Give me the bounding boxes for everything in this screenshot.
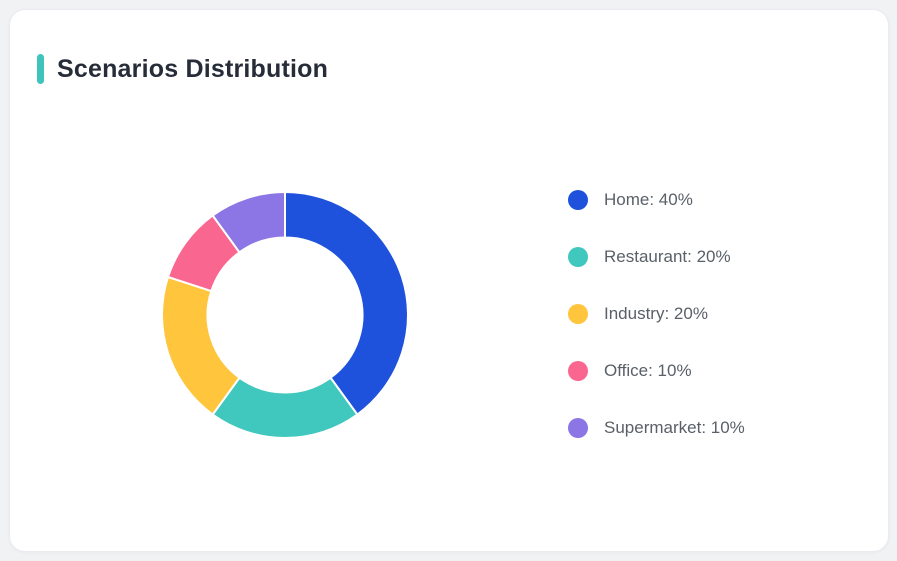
- legend-dot-industry: [568, 304, 588, 324]
- chart-area: Home: 40% Restaurant: 20% Industry: 20% …: [10, 10, 888, 551]
- page-title: Scenarios Distribution: [57, 54, 329, 83]
- donut-segment-home[interactable]: [284, 190, 409, 416]
- legend-item-supermarket[interactable]: Supermarket: 10%: [568, 418, 745, 438]
- legend-item-restaurant[interactable]: Restaurant: 20%: [568, 247, 745, 267]
- donut-chart-svg: [161, 190, 409, 439]
- legend-dot-home: [568, 190, 588, 210]
- legend-dot-restaurant: [568, 247, 588, 267]
- donut-segment-restaurant[interactable]: [211, 376, 359, 439]
- legend-item-office[interactable]: Office: 10%: [568, 361, 745, 381]
- donut-segment-supermarket[interactable]: [211, 190, 286, 254]
- chart-legend: Home: 40% Restaurant: 20% Industry: 20% …: [568, 190, 745, 438]
- card-header: Scenarios Distribution: [37, 54, 328, 84]
- legend-dot-supermarket: [568, 418, 588, 438]
- legend-label-restaurant: Restaurant: 20%: [604, 247, 731, 266]
- legend-label-supermarket: Supermarket: 10%: [604, 418, 745, 437]
- legend-label-home: Home: 40%: [604, 190, 693, 209]
- donut-chart: [160, 190, 410, 440]
- legend-item-home[interactable]: Home: 40%: [568, 190, 745, 210]
- legend-label-industry: Industry: 20%: [604, 304, 708, 323]
- scenarios-distribution-card: Scenarios Distribution Home: 40% Restaur…: [9, 9, 889, 552]
- donut-segment-industry[interactable]: [161, 275, 241, 416]
- legend-dot-office: [568, 361, 588, 381]
- legend-item-industry[interactable]: Industry: 20%: [568, 304, 745, 324]
- legend-label-office: Office: 10%: [604, 361, 692, 380]
- title-accent-bar: [37, 54, 44, 84]
